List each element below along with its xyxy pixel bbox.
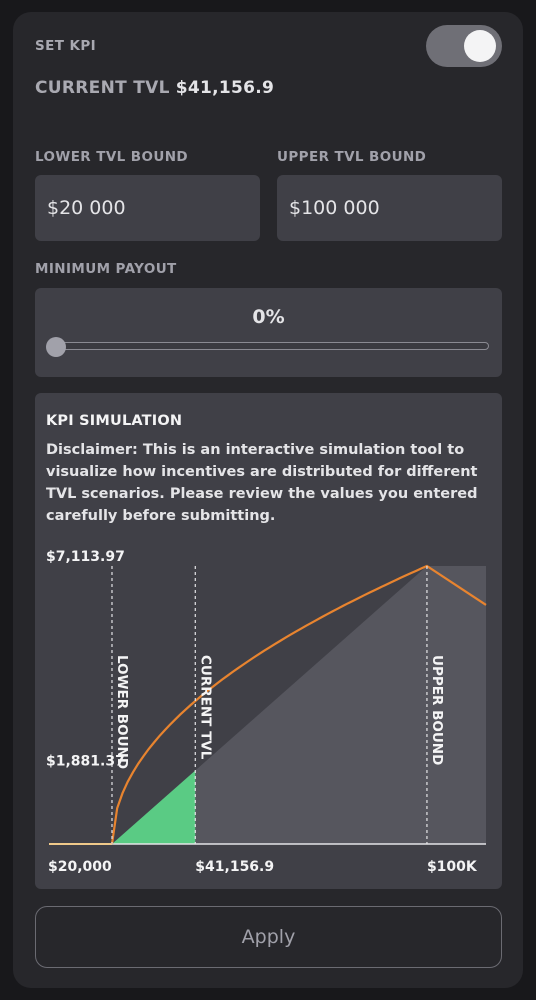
current-tvl-fill-area xyxy=(111,770,196,844)
minimum-payout-slider-track[interactable] xyxy=(47,342,489,350)
simulation-disclaimer: Disclaimer: This is an interactive simul… xyxy=(46,442,478,524)
payout-area xyxy=(111,566,486,844)
y-tick-label-current: $1,881.37 xyxy=(46,753,125,769)
upper-bound-marker-label: UPPER BOUND xyxy=(429,655,445,765)
kpi-simulation-card: KPI SIMULATION Disclaimer: This is an in… xyxy=(35,393,502,889)
x-tick-label-lower: $20,000 xyxy=(48,859,112,875)
minimum-payout-value: 0% xyxy=(252,306,285,328)
x-tick-label-current: $41,156.9 xyxy=(195,859,274,875)
y-tick-label-max: $7,113.97 xyxy=(46,549,125,565)
current-tvl-value: $41,156.9 xyxy=(175,78,275,98)
kpi-panel: SET KPI CURRENT TVL $41,156.9 LOWER TVL B… xyxy=(13,12,523,988)
current-tvl-marker-label: CURRENT TVL xyxy=(197,655,213,760)
upper-bound-input[interactable]: $100 000 xyxy=(277,175,502,241)
x-tick-label-upper: $100K xyxy=(427,859,478,875)
payout-curve xyxy=(110,564,487,845)
apply-button[interactable]: Apply xyxy=(35,906,502,968)
kpi-toggle[interactable] xyxy=(426,25,502,67)
minimum-payout-slider-container: 0% xyxy=(35,288,502,377)
lower-bound-label: LOWER TVL BOUND xyxy=(35,149,188,165)
toggle-knob xyxy=(464,30,496,62)
kpi-simulation-title: KPI SIMULATION xyxy=(46,413,183,429)
kpi-simulation-chart[interactable]: $7,113.97 $1,881.37 LOWER BOUND CURRENT … xyxy=(35,393,502,889)
lower-bound-input[interactable]: $20 000 xyxy=(35,175,260,241)
current-tvl-display: CURRENT TVL $41,156.9 xyxy=(35,78,274,98)
current-tvl-label: CURRENT TVL xyxy=(35,78,170,98)
lower-bound-marker-label: LOWER BOUND xyxy=(114,655,130,769)
minimum-payout-label: MINIMUM PAYOUT xyxy=(35,261,177,277)
upper-bound-label: UPPER TVL BOUND xyxy=(277,149,427,165)
set-kpi-title: SET KPI xyxy=(35,38,97,54)
minimum-payout-slider-thumb[interactable] xyxy=(46,337,66,357)
